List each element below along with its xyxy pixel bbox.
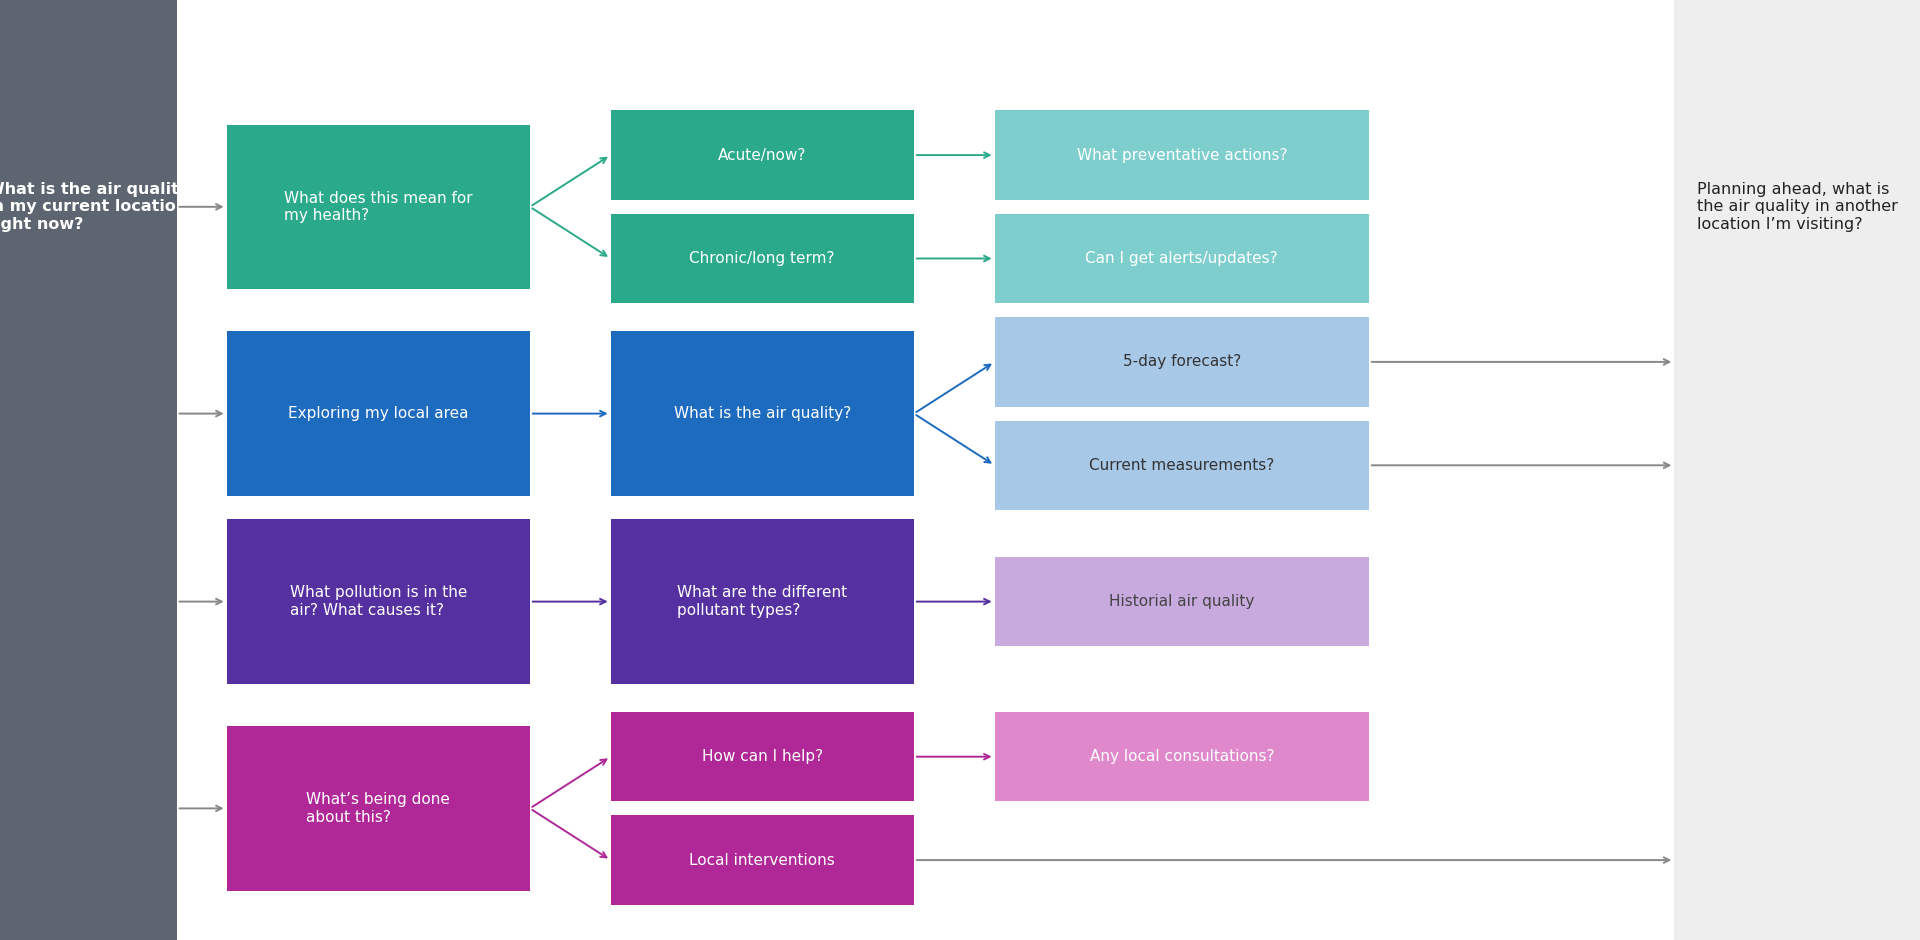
- FancyArrowPatch shape: [532, 158, 607, 205]
- Text: What are the different
pollutant types?: What are the different pollutant types?: [678, 586, 847, 618]
- Bar: [611, 214, 914, 303]
- Text: Any local consultations?: Any local consultations?: [1089, 749, 1275, 764]
- FancyArrowPatch shape: [1371, 359, 1668, 365]
- Text: Planning ahead, what is
the air quality in another
location I’m visiting?: Planning ahead, what is the air quality …: [1697, 182, 1897, 231]
- Text: Chronic/long term?: Chronic/long term?: [689, 251, 835, 266]
- Bar: [611, 110, 914, 199]
- Text: Historial air quality: Historial air quality: [1110, 594, 1254, 609]
- FancyArrowPatch shape: [532, 810, 607, 857]
- FancyArrowPatch shape: [532, 599, 605, 604]
- Bar: [227, 124, 530, 290]
- FancyArrowPatch shape: [916, 857, 1668, 863]
- Bar: [995, 556, 1369, 647]
- FancyArrowPatch shape: [532, 411, 605, 416]
- Text: What preventative actions?: What preventative actions?: [1077, 148, 1286, 163]
- FancyArrowPatch shape: [916, 365, 991, 412]
- Bar: [995, 110, 1369, 199]
- Text: What is the air quality?: What is the air quality?: [674, 406, 851, 421]
- Text: Acute/now?: Acute/now?: [718, 148, 806, 163]
- Text: What does this mean for
my health?: What does this mean for my health?: [284, 191, 472, 223]
- Bar: [995, 421, 1369, 509]
- Text: Local interventions: Local interventions: [689, 853, 835, 868]
- Text: How can I help?: How can I help?: [701, 749, 824, 764]
- Text: What’s being done
about this?: What’s being done about this?: [307, 792, 449, 824]
- Bar: [227, 726, 530, 891]
- Bar: [611, 332, 914, 496]
- FancyArrowPatch shape: [532, 760, 607, 807]
- FancyArrowPatch shape: [916, 415, 991, 462]
- Text: 5-day forecast?: 5-day forecast?: [1123, 354, 1240, 369]
- Text: What is the air quality
in my current location
right now?: What is the air quality in my current lo…: [0, 182, 190, 231]
- Bar: [611, 713, 914, 801]
- Bar: [995, 713, 1369, 801]
- FancyArrowPatch shape: [179, 599, 221, 604]
- FancyArrowPatch shape: [179, 806, 221, 811]
- Bar: [227, 519, 530, 684]
- Bar: [227, 332, 530, 496]
- FancyArrowPatch shape: [179, 204, 221, 210]
- FancyArrowPatch shape: [916, 599, 989, 604]
- Text: Can I get alerts/updates?: Can I get alerts/updates?: [1085, 251, 1279, 266]
- Bar: [611, 519, 914, 684]
- FancyArrowPatch shape: [916, 152, 989, 158]
- Text: Exploring my local area: Exploring my local area: [288, 406, 468, 421]
- Bar: [611, 815, 914, 904]
- FancyArrowPatch shape: [532, 209, 607, 256]
- FancyArrowPatch shape: [1371, 462, 1668, 468]
- FancyArrowPatch shape: [916, 754, 989, 760]
- Bar: [995, 317, 1369, 406]
- Bar: [995, 214, 1369, 303]
- FancyArrowPatch shape: [916, 256, 989, 261]
- Text: What pollution is in the
air? What causes it?: What pollution is in the air? What cause…: [290, 586, 467, 618]
- FancyArrowPatch shape: [179, 411, 221, 416]
- Text: Current measurements?: Current measurements?: [1089, 458, 1275, 473]
